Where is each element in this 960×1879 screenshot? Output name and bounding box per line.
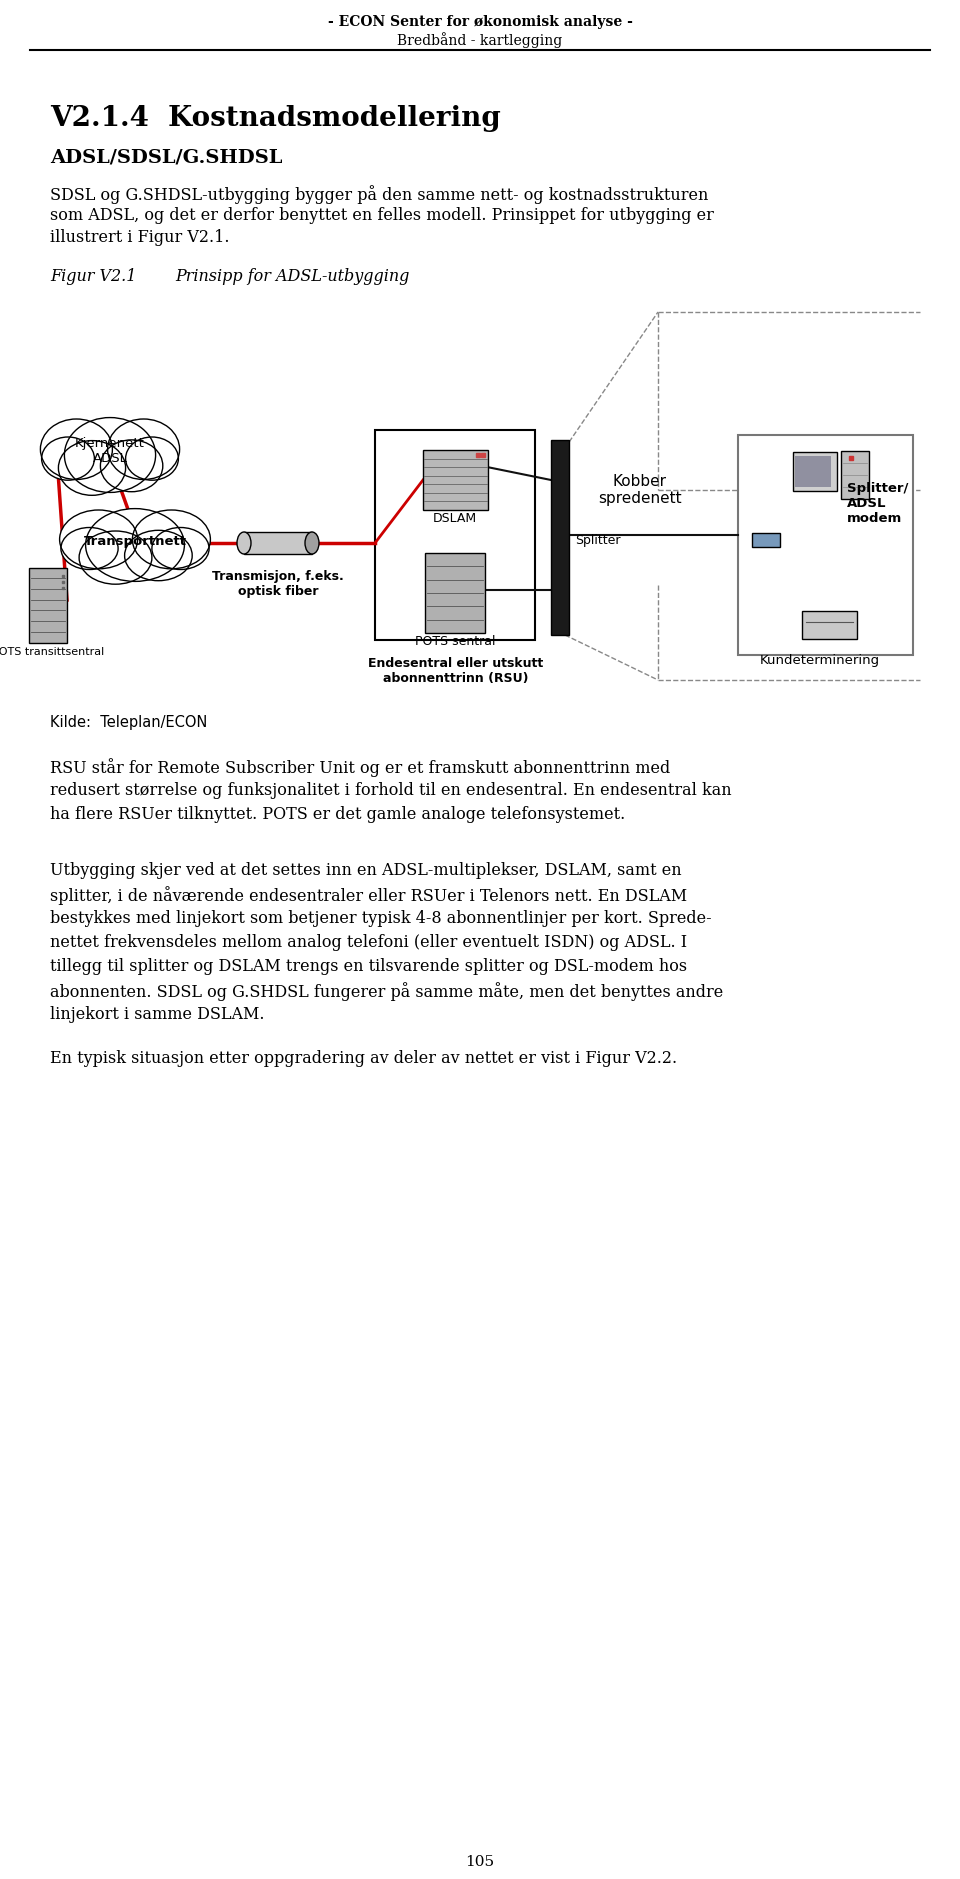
Ellipse shape <box>41 438 94 481</box>
Text: som ADSL, og det er derfor benyttet en felles modell. Prinsippet for utbygging e: som ADSL, og det er derfor benyttet en f… <box>50 207 714 224</box>
Bar <box>802 611 856 639</box>
Text: bestykkes med linjekort som betjener typisk 4-8 abonnentlinjer per kort. Sprede-: bestykkes med linjekort som betjener typ… <box>50 909 711 926</box>
Text: Endesentral eller utskutt
abonnenttrinn (RSU): Endesentral eller utskutt abonnenttrinn … <box>369 658 543 686</box>
Text: Splitter: Splitter <box>575 534 620 547</box>
Ellipse shape <box>60 509 137 569</box>
Ellipse shape <box>85 509 184 581</box>
Bar <box>244 532 312 554</box>
Bar <box>738 436 913 656</box>
Ellipse shape <box>60 528 118 569</box>
Text: Utbygging skjer ved at det settes inn en ADSL-multiplekser, DSLAM, samt en: Utbygging skjer ved at det settes inn en… <box>50 862 682 879</box>
Text: 105: 105 <box>466 1855 494 1870</box>
Text: Kundeterminering: Kundeterminering <box>760 654 880 667</box>
Text: POTS sentral: POTS sentral <box>415 635 495 648</box>
Ellipse shape <box>305 532 319 554</box>
Text: Kjernenett
ADSL: Kjernenett ADSL <box>75 438 145 466</box>
Ellipse shape <box>126 438 179 481</box>
Ellipse shape <box>152 528 209 569</box>
Bar <box>375 430 535 641</box>
Text: - ECON Senter for økonomisk analyse -: - ECON Senter for økonomisk analyse - <box>327 15 633 28</box>
Text: ha flere RSUer tilknyttet. POTS er det gamle analoge telefonsystemet.: ha flere RSUer tilknyttet. POTS er det g… <box>50 806 625 823</box>
Text: illustrert i Figur V2.1.: illustrert i Figur V2.1. <box>50 229 229 246</box>
Text: DSLAM: DSLAM <box>433 511 477 524</box>
Ellipse shape <box>59 440 126 496</box>
Ellipse shape <box>79 532 152 584</box>
Text: Transportnett: Transportnett <box>84 536 186 549</box>
Bar <box>841 451 869 500</box>
Text: linjekort i samme DSLAM.: linjekort i samme DSLAM. <box>50 1005 265 1022</box>
Text: tillegg til splitter og DSLAM trengs en tilsvarende splitter og DSL-modem hos: tillegg til splitter og DSLAM trengs en … <box>50 958 687 975</box>
Ellipse shape <box>125 530 192 581</box>
Bar <box>752 534 780 547</box>
Ellipse shape <box>237 532 251 554</box>
Ellipse shape <box>132 509 210 569</box>
Bar <box>551 440 569 635</box>
Text: Kilde:  Teleplan/ECON: Kilde: Teleplan/ECON <box>50 716 207 731</box>
Text: Prinsipp for ADSL-utbygging: Prinsipp for ADSL-utbygging <box>175 269 409 286</box>
Text: V2.1.4  Kostnadsmodellering: V2.1.4 Kostnadsmodellering <box>50 105 501 132</box>
Text: ADSL/SDSL/G.SHDSL: ADSL/SDSL/G.SHDSL <box>50 148 282 165</box>
Text: abonnenten. SDSL og G.SHDSL fungerer på samme måte, men det benyttes andre: abonnenten. SDSL og G.SHDSL fungerer på … <box>50 983 723 1002</box>
Text: Splitter/
ADSL
modem: Splitter/ ADSL modem <box>847 481 908 524</box>
Bar <box>425 552 485 633</box>
FancyBboxPatch shape <box>29 567 67 643</box>
Text: En typisk situasjon etter oppgradering av deler av nettet er vist i Figur V2.2.: En typisk situasjon etter oppgradering a… <box>50 1050 677 1067</box>
Ellipse shape <box>108 419 180 479</box>
Text: Transmisjon, f.eks.
optisk fiber: Transmisjon, f.eks. optisk fiber <box>212 569 344 598</box>
Text: splitter, i de nåværende endesentraler eller RSUer i Telenors nett. En DSLAM: splitter, i de nåværende endesentraler e… <box>50 887 687 906</box>
Text: nettet frekvensdeles mellom analog telefoni (eller eventuelt ISDN) og ADSL. I: nettet frekvensdeles mellom analog telef… <box>50 934 687 951</box>
Bar <box>796 457 831 487</box>
Ellipse shape <box>64 417 156 492</box>
Ellipse shape <box>101 440 163 492</box>
Text: RSU står for Remote Subscriber Unit og er et framskutt abonnenttrinn med: RSU står for Remote Subscriber Unit og e… <box>50 757 670 776</box>
Text: POTS transittsentral: POTS transittsentral <box>0 646 104 658</box>
Text: Bredbånd - kartlegging: Bredbånd - kartlegging <box>397 32 563 47</box>
Text: SDSL og G.SHDSL-utbygging bygger på den samme nett- og kostnadsstrukturen: SDSL og G.SHDSL-utbygging bygger på den … <box>50 184 708 205</box>
Text: Kobber
spredenett: Kobber spredenett <box>598 474 682 505</box>
Bar <box>793 453 837 490</box>
Ellipse shape <box>40 419 112 479</box>
Bar <box>422 449 488 509</box>
Text: Figur V2.1: Figur V2.1 <box>50 269 136 286</box>
Text: redusert størrelse og funksjonalitet i forhold til en endesentral. En endesentra: redusert størrelse og funksjonalitet i f… <box>50 782 732 799</box>
